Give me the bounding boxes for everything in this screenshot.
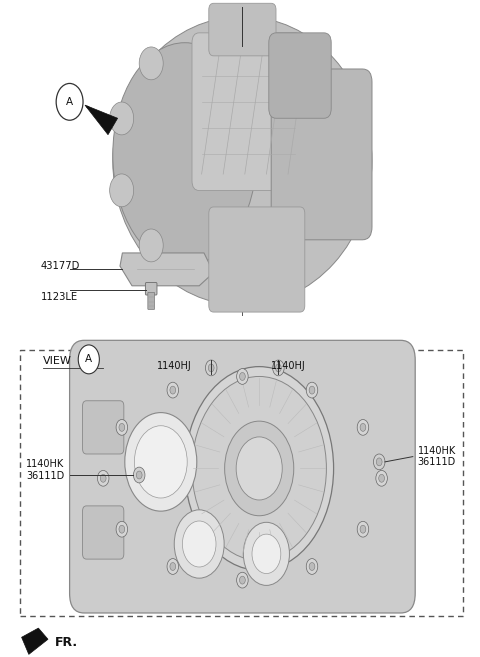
Circle shape: [376, 458, 382, 466]
Circle shape: [139, 229, 163, 262]
Circle shape: [119, 525, 125, 533]
Circle shape: [192, 376, 326, 560]
Text: 1123LE: 1123LE: [41, 292, 78, 302]
Circle shape: [167, 382, 179, 398]
Circle shape: [273, 360, 284, 376]
Circle shape: [116, 419, 128, 435]
Bar: [20, 350, 463, 616]
FancyBboxPatch shape: [209, 3, 276, 56]
Text: 1140HJ: 1140HJ: [157, 361, 192, 371]
Circle shape: [56, 83, 83, 120]
Circle shape: [170, 562, 176, 570]
Circle shape: [205, 360, 217, 376]
Text: A: A: [85, 354, 92, 365]
Circle shape: [136, 471, 142, 479]
Circle shape: [357, 419, 369, 436]
Circle shape: [125, 413, 197, 511]
FancyBboxPatch shape: [209, 207, 305, 312]
Text: 43177D: 43177D: [41, 261, 80, 271]
Text: 1140HJ: 1140HJ: [271, 361, 306, 371]
Circle shape: [243, 522, 289, 585]
Polygon shape: [22, 628, 48, 654]
Circle shape: [237, 369, 248, 384]
Text: 1140HK
36111D: 1140HK 36111D: [26, 459, 65, 480]
Circle shape: [360, 423, 366, 431]
Circle shape: [134, 426, 187, 498]
Circle shape: [373, 454, 385, 470]
Circle shape: [306, 558, 318, 574]
Circle shape: [97, 470, 109, 486]
Text: 1140HK
36111D: 1140HK 36111D: [418, 446, 456, 467]
Circle shape: [357, 522, 369, 537]
Circle shape: [306, 382, 318, 398]
FancyBboxPatch shape: [145, 283, 157, 295]
Ellipse shape: [113, 16, 372, 306]
Circle shape: [109, 174, 133, 207]
Circle shape: [376, 470, 387, 486]
Circle shape: [208, 364, 214, 372]
Text: FR.: FR.: [55, 636, 78, 649]
Circle shape: [78, 345, 99, 374]
Circle shape: [225, 421, 294, 516]
Text: VIEW: VIEW: [43, 356, 72, 367]
Circle shape: [185, 367, 334, 570]
Circle shape: [309, 562, 315, 570]
FancyBboxPatch shape: [83, 401, 124, 454]
Circle shape: [240, 576, 245, 584]
Circle shape: [276, 364, 281, 372]
Circle shape: [236, 437, 282, 500]
FancyBboxPatch shape: [83, 506, 124, 559]
Circle shape: [170, 386, 176, 394]
Circle shape: [182, 521, 216, 567]
Text: 43000F
43000E: 43000F 43000E: [224, 30, 261, 51]
Circle shape: [237, 572, 248, 588]
Circle shape: [240, 373, 245, 380]
Circle shape: [109, 102, 133, 135]
FancyBboxPatch shape: [148, 292, 155, 309]
Circle shape: [252, 534, 281, 574]
Circle shape: [100, 474, 106, 482]
Ellipse shape: [113, 43, 257, 266]
Circle shape: [119, 423, 125, 431]
Circle shape: [309, 386, 315, 394]
Circle shape: [139, 47, 163, 79]
Circle shape: [133, 467, 145, 483]
Polygon shape: [120, 253, 214, 286]
Circle shape: [360, 526, 366, 533]
Polygon shape: [85, 105, 118, 135]
Circle shape: [379, 474, 384, 482]
FancyBboxPatch shape: [70, 340, 415, 613]
FancyBboxPatch shape: [192, 33, 302, 191]
FancyBboxPatch shape: [271, 69, 372, 240]
Circle shape: [116, 521, 128, 537]
Text: A: A: [66, 97, 73, 107]
Circle shape: [167, 558, 179, 574]
Circle shape: [174, 510, 224, 578]
FancyBboxPatch shape: [269, 33, 331, 118]
